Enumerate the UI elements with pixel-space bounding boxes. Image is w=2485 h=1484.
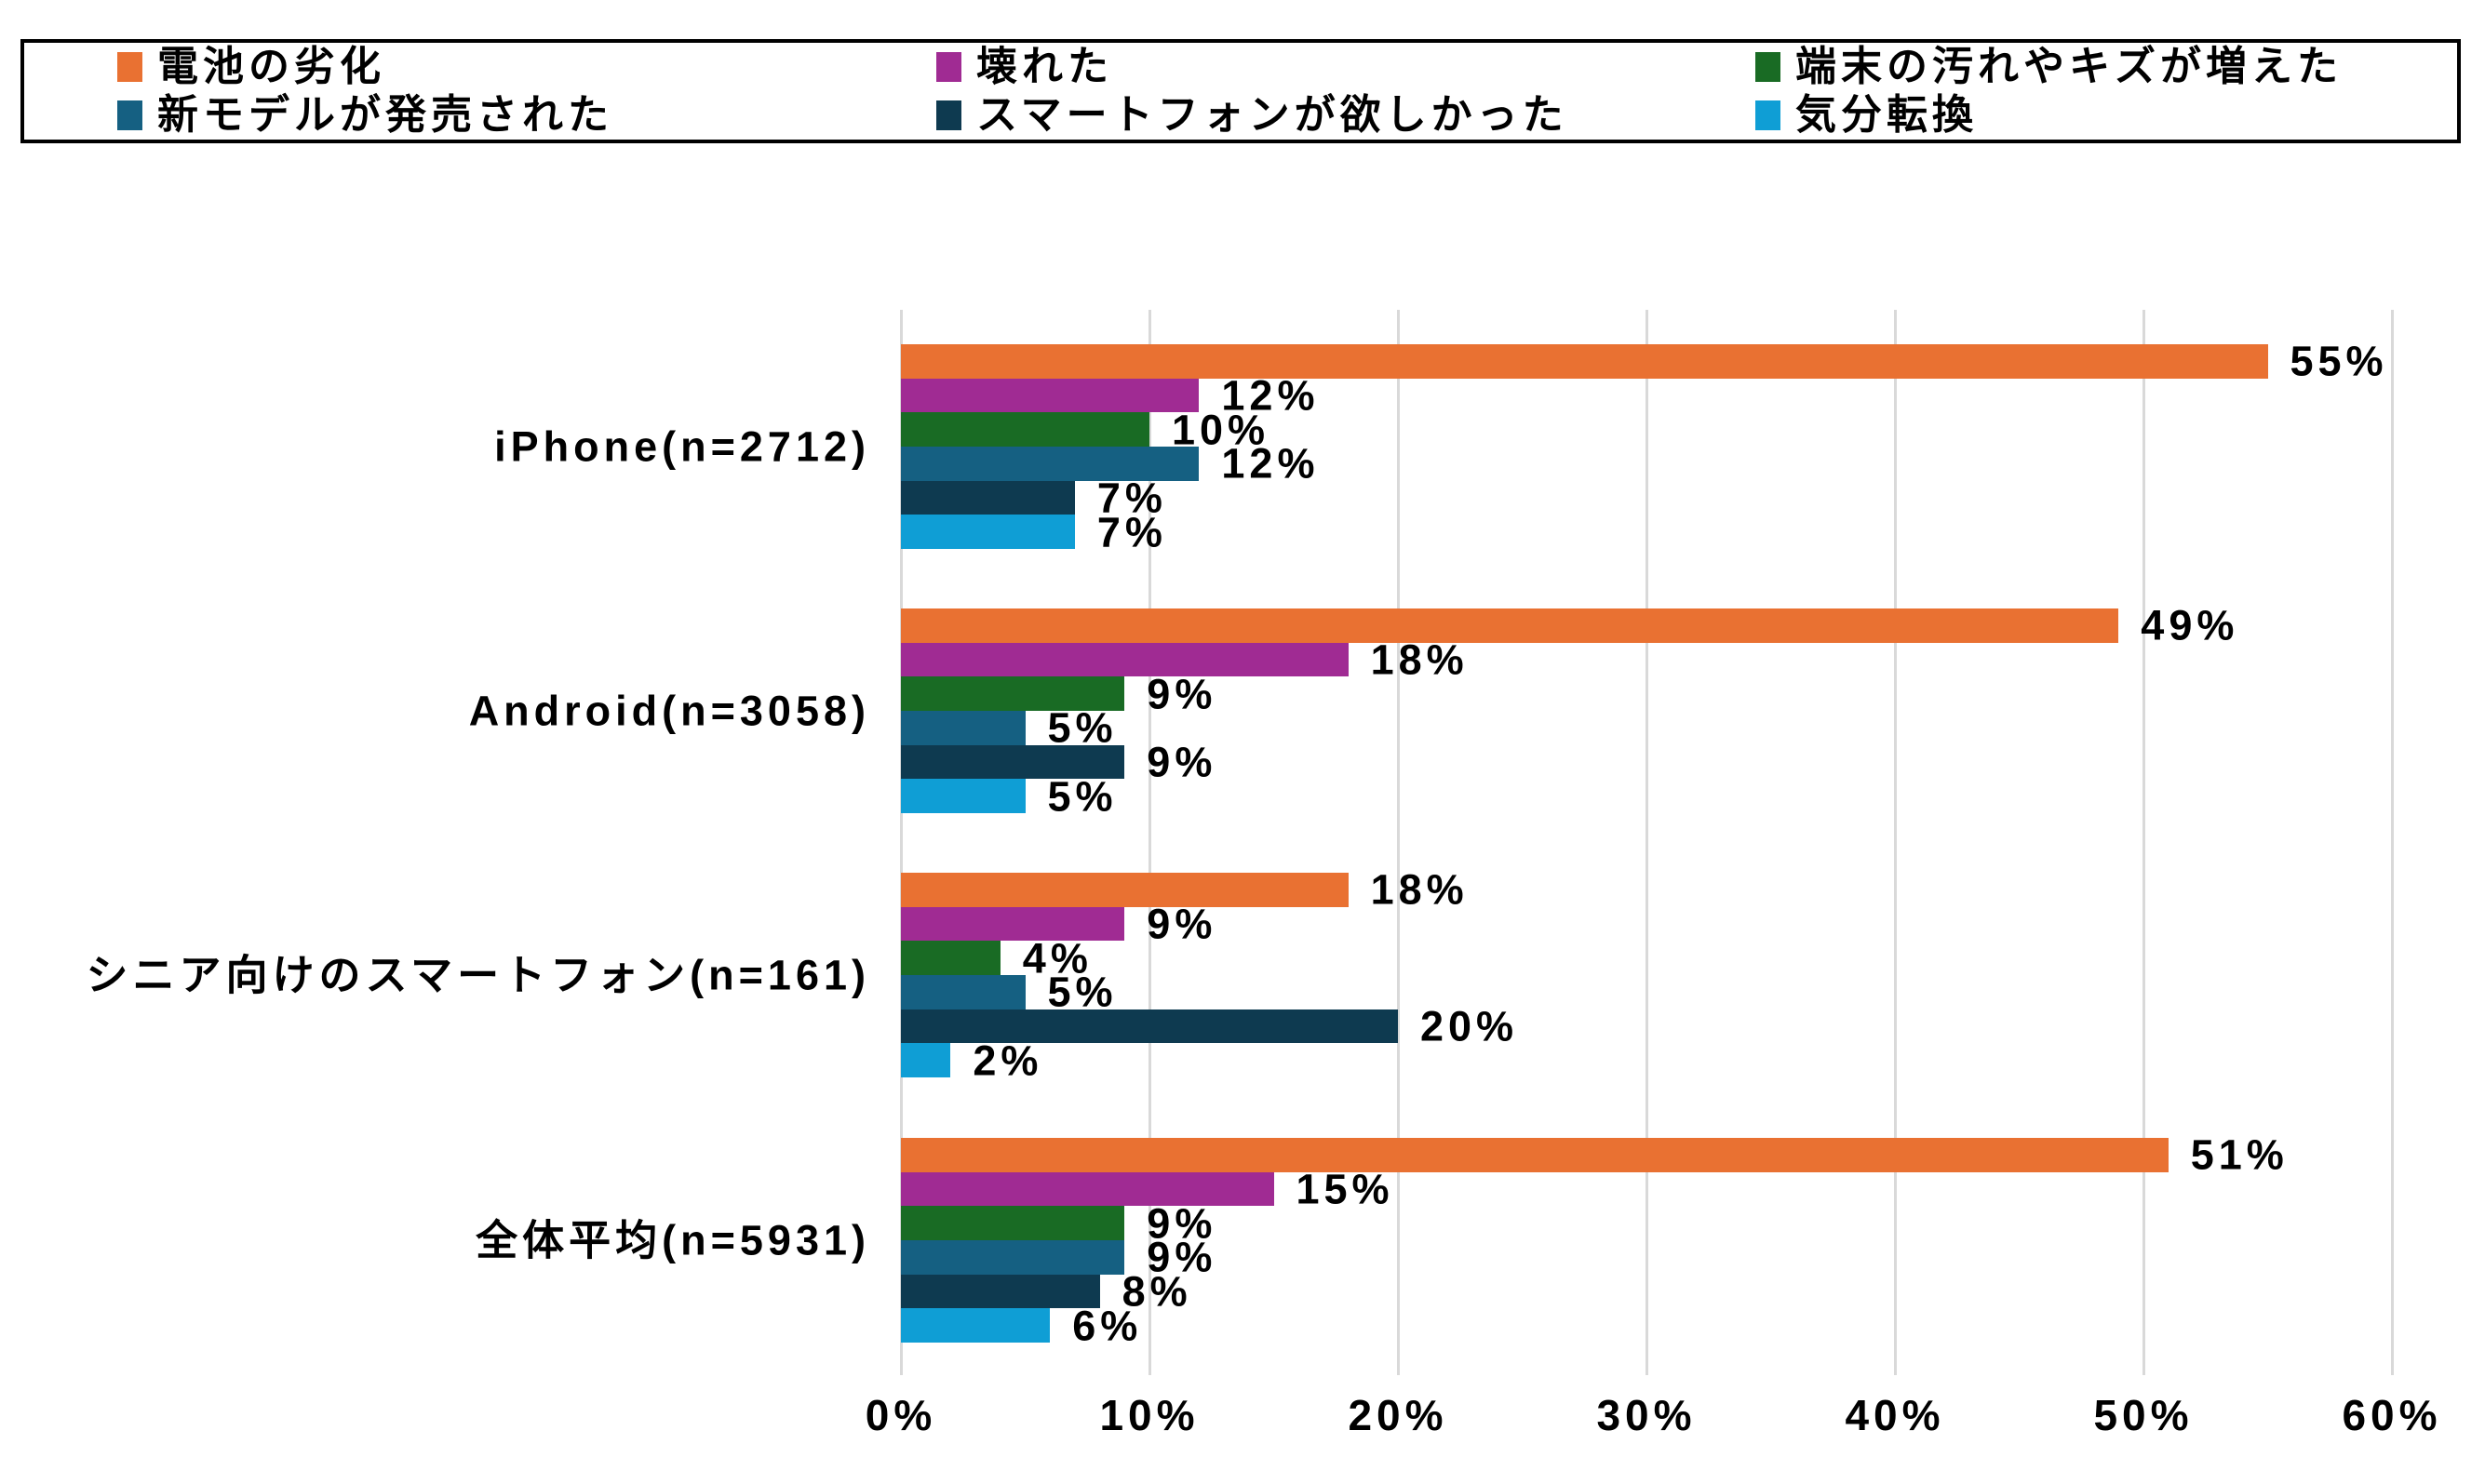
x-tick-label: 30% (1596, 1391, 1697, 1439)
legend-label-new-model: 新モデルが発売された (157, 92, 613, 138)
legend-swatch-new-model-icon (117, 100, 142, 130)
bar-value-label: 10% (1172, 406, 1270, 454)
legend-label-change-of-mood: 気分転換 (1795, 92, 1978, 138)
bar (901, 1171, 1274, 1207)
bar-value-label: 9% (1147, 738, 1217, 786)
legend-label-battery: 電池の劣化 (157, 44, 385, 89)
bar (901, 480, 1075, 515)
bar-value-label: 12% (1221, 439, 1320, 488)
bar-value-label: 18% (1370, 635, 1469, 684)
bar (901, 515, 1075, 549)
bar-value-label: 9% (1147, 900, 1217, 948)
gridline (1645, 310, 1648, 1375)
legend-label-scratches: 端末の汚れやキズが増えた (1795, 44, 2343, 89)
bar (901, 1043, 951, 1077)
bar (901, 447, 1200, 481)
bar-value-label: 5% (1047, 968, 1118, 1016)
bar (901, 1240, 1125, 1275)
category-label: 全体平均(n=5931) (476, 1216, 870, 1264)
chart-legend: 電池の劣化 壊れた 端末の汚れやキズが増えた 新モデルが発売された スマートフォ… (20, 39, 2461, 143)
x-tick-label: 10% (1099, 1391, 1200, 1439)
bar-value-label: 9% (1147, 1199, 1217, 1248)
bar (901, 1274, 1100, 1309)
bar (901, 1138, 2169, 1172)
x-tick-label: 60% (2342, 1391, 2442, 1439)
legend-swatch-change-of-mood-icon (1755, 100, 1780, 130)
legend-label-broken: 壊れた (976, 44, 1113, 89)
legend-swatch-scratches-icon (1755, 52, 1780, 82)
bar (901, 975, 1026, 1009)
category-label: シニア向けのスマートフォン(n=161) (86, 951, 870, 999)
bar (901, 676, 1125, 711)
legend-swatch-wanted-smartphone-icon (936, 100, 961, 130)
x-tick-label: 50% (2093, 1391, 2194, 1439)
legend-item-broken: 壊れた (936, 47, 1755, 87)
bar (901, 779, 1026, 813)
gridline (1148, 310, 1151, 1375)
bar-value-label: 12% (1221, 371, 1320, 420)
bar (901, 906, 1125, 942)
x-tick-label: 40% (1845, 1391, 1945, 1439)
gridline (1396, 310, 1400, 1375)
legend-label-wanted-smartphone: スマートフォンが欲しかった (976, 92, 1568, 138)
bar (901, 744, 1125, 780)
bar (901, 1009, 1398, 1044)
bar-value-label: 2% (973, 1036, 1043, 1085)
bar-value-label: 5% (1047, 772, 1118, 821)
bar-value-label: 20% (1420, 1002, 1519, 1050)
category-label: iPhone(n=2712) (494, 422, 870, 471)
bar-value-label: 15% (1296, 1165, 1394, 1213)
category-label: Android(n=3058) (468, 687, 870, 735)
bar-value-label: 4% (1022, 934, 1093, 983)
bar-value-label: 6% (1072, 1302, 1143, 1350)
bar-value-label: 18% (1370, 865, 1469, 914)
legend-item-battery: 電池の劣化 (117, 47, 936, 87)
bar-value-label: 7% (1096, 508, 1167, 556)
bar (901, 608, 2119, 643)
bar (901, 711, 1026, 745)
legend-item-change-of-mood: 気分転換 (1755, 95, 2457, 136)
bar (901, 1308, 1051, 1343)
legend-swatch-broken-icon (936, 52, 961, 82)
bar (901, 378, 1200, 413)
x-tick-label: 20% (1348, 1391, 1448, 1439)
x-tick-label: 0% (865, 1391, 937, 1439)
bar-value-label: 9% (1147, 1233, 1217, 1281)
legend-item-new-model: 新モデルが発売された (117, 95, 936, 136)
gridline (2390, 310, 2394, 1375)
bar (901, 412, 1149, 447)
bar (901, 1206, 1125, 1240)
bar-value-label: 5% (1047, 703, 1118, 752)
legend-item-wanted-smartphone: スマートフォンが欲しかった (936, 95, 1755, 136)
bar-value-label: 55% (2290, 337, 2388, 385)
legend-swatch-battery-icon (117, 52, 142, 82)
bar-value-label: 49% (2141, 601, 2239, 649)
bar-value-label: 51% (2190, 1130, 2289, 1179)
bar (901, 344, 2268, 379)
bar-value-label: 9% (1147, 670, 1217, 718)
gridline (1893, 310, 1897, 1375)
gridline (899, 310, 903, 1375)
bar (901, 941, 1001, 975)
bar-value-label: 8% (1122, 1267, 1192, 1316)
bar-value-label: 7% (1096, 474, 1167, 522)
bar (901, 642, 1349, 677)
gridline (2142, 310, 2145, 1375)
bar (901, 873, 1349, 907)
legend-item-scratches: 端末の汚れやキズが増えた (1755, 47, 2457, 87)
